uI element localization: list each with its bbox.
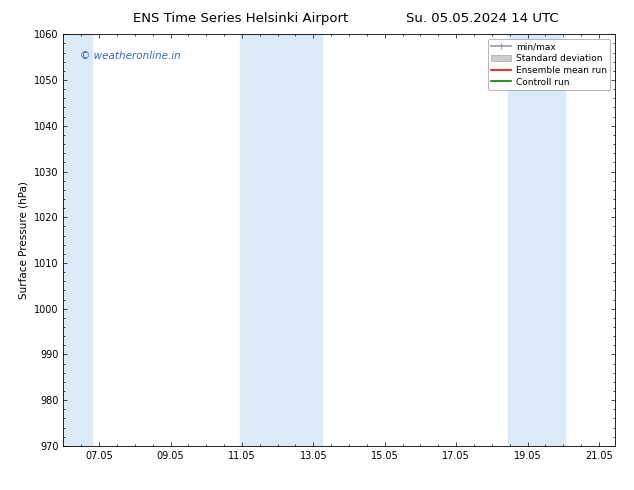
Bar bbox=[240, 34, 322, 446]
Bar bbox=[63, 34, 92, 446]
Bar bbox=[508, 34, 565, 446]
Text: ENS Time Series Helsinki Airport: ENS Time Series Helsinki Airport bbox=[133, 12, 349, 25]
Text: Su. 05.05.2024 14 UTC: Su. 05.05.2024 14 UTC bbox=[406, 12, 558, 25]
Legend: min/max, Standard deviation, Ensemble mean run, Controll run: min/max, Standard deviation, Ensemble me… bbox=[488, 39, 611, 90]
Y-axis label: Surface Pressure (hPa): Surface Pressure (hPa) bbox=[18, 181, 29, 299]
Text: © weatheronline.in: © weatheronline.in bbox=[80, 51, 181, 61]
